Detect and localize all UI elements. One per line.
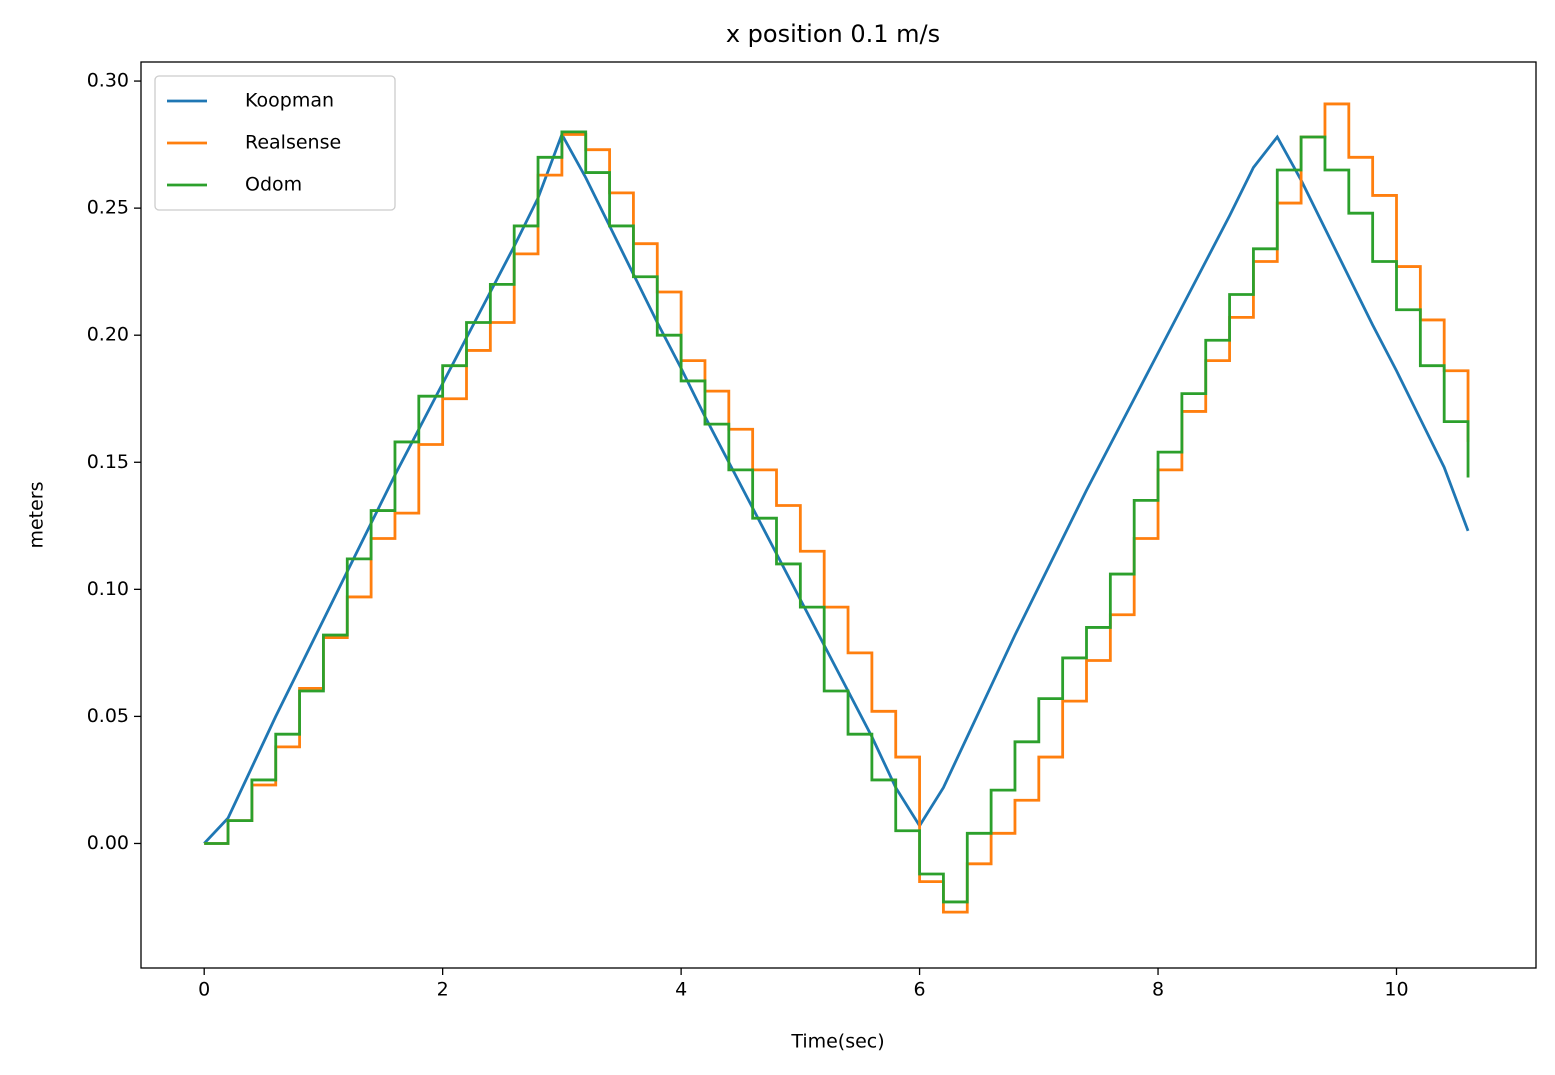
y-tick-label: 0.20 <box>87 324 129 346</box>
legend-label: Realsense <box>245 132 341 154</box>
x-tick-label: 8 <box>1152 979 1164 1001</box>
x-tick-label: 10 <box>1384 979 1408 1001</box>
data-line <box>204 130 1470 904</box>
x-tick-label: 0 <box>198 979 210 1001</box>
x-tick-label: 6 <box>914 979 926 1001</box>
y-tick-label: 0.00 <box>87 832 129 854</box>
y-tick-label: 0.15 <box>87 451 129 473</box>
x-axis-label: Time(sec) <box>790 1031 884 1053</box>
y-tick-label: 0.25 <box>87 197 129 219</box>
data-line <box>203 131 1470 845</box>
legend-box <box>154 75 396 211</box>
x-tick-label: 2 <box>437 979 449 1001</box>
y-axis-label: meters <box>26 481 48 548</box>
legend-label: Koopman <box>245 90 334 112</box>
y-tick-label: 0.30 <box>87 70 129 92</box>
y-tick-label: 0.05 <box>87 705 129 727</box>
y-tick-label: 0.10 <box>87 578 129 600</box>
plot-frame <box>140 61 1537 969</box>
data-line <box>204 102 1470 914</box>
x-tick-label: 4 <box>675 979 687 1001</box>
legend-label: Odom <box>245 174 302 196</box>
chart-title: x position 0.1 m/s <box>726 20 940 48</box>
